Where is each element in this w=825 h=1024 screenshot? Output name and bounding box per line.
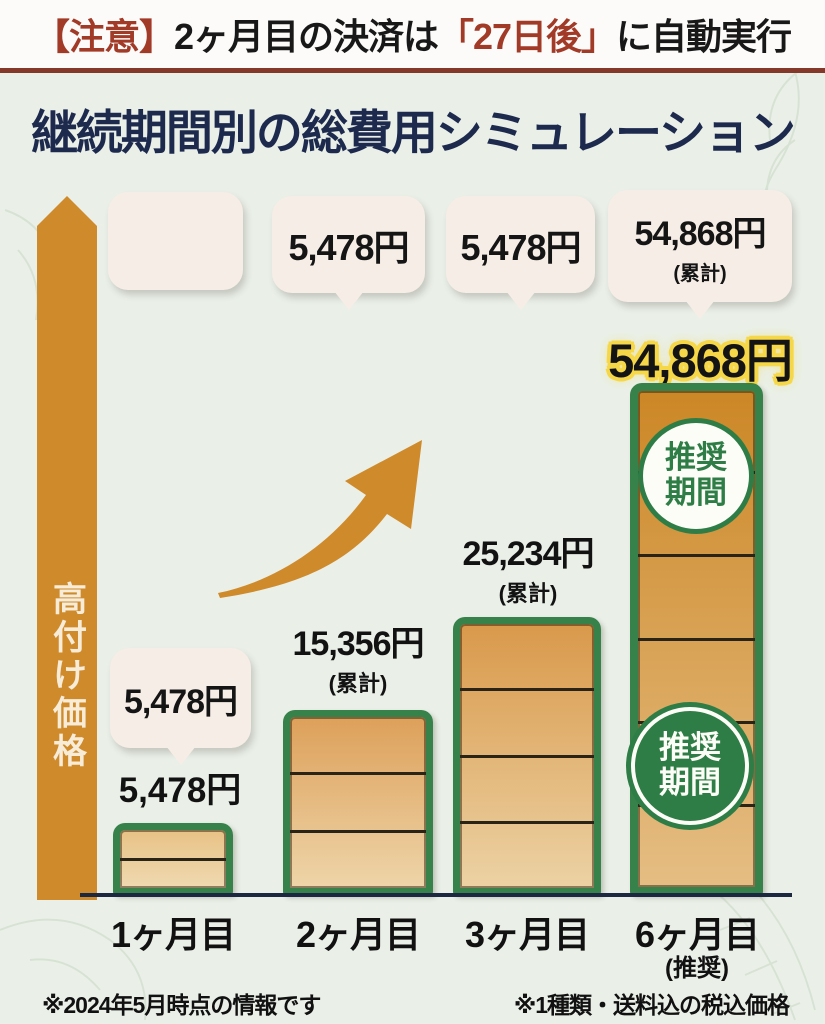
- bar1-price-label: 5,478円: [118, 771, 242, 810]
- bar2-total-note: (累計): [328, 671, 388, 696]
- bar3-total-value: 25,234円: [462, 535, 595, 573]
- warning-banner-warn-label: 【注意】: [33, 16, 175, 57]
- bubble-month3-price: 5,478円: [446, 196, 595, 310]
- bar-segment: [460, 687, 594, 755]
- bar-month1: [113, 823, 233, 895]
- y-axis-label: 高付け価格: [47, 580, 86, 771]
- bubble-month6-total-text: 54,868円: [634, 215, 767, 253]
- recommended-period-badge-bottom-text: 推奨期間: [659, 730, 721, 800]
- bar-segment: [460, 821, 594, 888]
- bubble-tail: [685, 300, 715, 319]
- x-label-month3: 3ヶ月目: [464, 914, 590, 955]
- bar3-total-label: 25,234円 (累計): [438, 526, 618, 608]
- x-label-month6-note: (推奨): [665, 955, 729, 982]
- bubble-month3-price-text: 5,478円: [460, 226, 581, 268]
- bar2-total-value: 15,356円: [292, 625, 425, 663]
- bubble-tail: [505, 291, 536, 310]
- bar-segment: [638, 637, 755, 721]
- x-label-month6: 6ヶ月目: [634, 914, 760, 955]
- bar-segment: [638, 554, 755, 637]
- bubble-month2-price: 5,478円: [272, 196, 425, 310]
- footnote-price-terms: ※1種類・送料込の税込価格: [513, 992, 790, 1018]
- bar-segment: [460, 624, 594, 688]
- bar-segment: [290, 772, 426, 830]
- bubble-month1-price: 5,478円: [110, 648, 251, 765]
- footnote-date: ※2024年5月時点の情報です: [42, 992, 321, 1018]
- x-axis-line: [80, 893, 792, 897]
- bar-segment: [290, 717, 426, 772]
- bar-segment: [460, 754, 594, 822]
- bubble-tail: [165, 746, 196, 765]
- y-axis-arrow-ribbon: 高付け価格: [37, 196, 97, 900]
- warning-banner: 【注意】 2ヶ月目の決済は 「27日後」 に自動実行: [0, 0, 825, 68]
- bubble-month1-empty: [108, 192, 243, 290]
- recommended-period-badge-bottom: 推奨期間: [631, 707, 749, 825]
- grand-total-highlight: 54,868円: [608, 334, 793, 387]
- bar-month2: [283, 710, 433, 895]
- warning-banner-highlight: 「27日後」: [437, 16, 617, 57]
- bubble-month6-total: 54,868円 (累計): [608, 190, 792, 319]
- x-label-month2: 2ヶ月目: [295, 914, 421, 955]
- warning-banner-text-before: 2ヶ月目の決済は: [173, 16, 439, 57]
- bubble-tail: [333, 291, 364, 310]
- recommended-period-badge-top-text: 推奨期間: [665, 440, 727, 510]
- bar-segment: [120, 830, 226, 858]
- bar3-total-note: (累計): [498, 581, 558, 606]
- x-label-month1: 1ヶ月目: [110, 914, 236, 955]
- growth-arrow-icon: [218, 440, 422, 598]
- warning-banner-text-after: に自動実行: [616, 16, 792, 57]
- bar-segment: [120, 857, 226, 889]
- bar-month3: [453, 617, 601, 895]
- banner-divider-line: [0, 68, 825, 73]
- page-title: 継続期間別の総費用シミュレーション: [30, 106, 796, 159]
- bubble-month6-total-note: (累計): [673, 263, 727, 285]
- recommended-period-badge-top: 推奨期間: [638, 418, 754, 534]
- bubble-month2-price-text: 5,478円: [288, 226, 409, 268]
- bar2-total-label: 15,356円 (累計): [268, 616, 448, 698]
- bar-segment: [290, 830, 426, 888]
- bubble-month1-price-text: 5,478円: [123, 682, 238, 721]
